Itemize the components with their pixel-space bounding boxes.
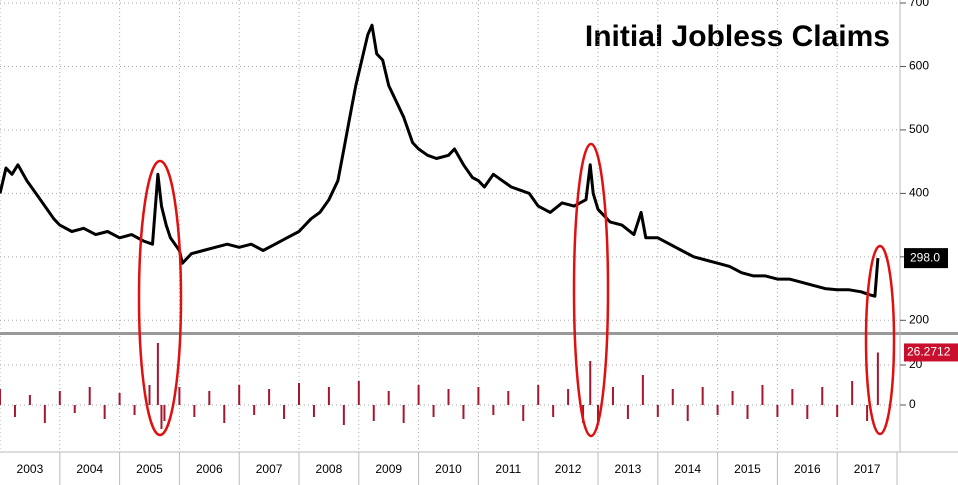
y-tick-label: 0 xyxy=(909,397,916,411)
bar xyxy=(522,405,525,421)
bar xyxy=(73,405,76,413)
value-label: 298.0 xyxy=(910,250,940,264)
value-label-box xyxy=(904,343,958,362)
bar xyxy=(357,381,360,405)
bar xyxy=(43,405,46,423)
bar xyxy=(776,405,779,417)
panel-separator xyxy=(0,332,958,335)
y-tick-label: 700 xyxy=(909,0,929,9)
bar xyxy=(537,385,540,405)
bar xyxy=(156,343,159,405)
bar xyxy=(88,387,91,405)
y-tick-label: 500 xyxy=(909,122,929,136)
bar xyxy=(283,405,286,419)
bar xyxy=(462,405,465,419)
bar xyxy=(701,387,704,405)
bar xyxy=(552,405,555,417)
bar xyxy=(791,389,794,405)
bar xyxy=(163,405,166,421)
bar xyxy=(731,391,734,405)
bar xyxy=(447,389,450,405)
bar xyxy=(298,383,301,405)
bar xyxy=(253,405,256,415)
x-tick-label: 2013 xyxy=(615,462,642,476)
x-tick-label: 2017 xyxy=(854,462,881,476)
chart-title: Initial Jobless Claims xyxy=(585,20,890,53)
bar xyxy=(28,395,31,405)
highlight-ellipse xyxy=(572,142,610,438)
bar xyxy=(327,387,330,405)
bar xyxy=(0,389,1,405)
bar xyxy=(806,405,809,419)
bar xyxy=(836,405,839,417)
bar xyxy=(746,405,749,419)
bar xyxy=(611,387,614,405)
x-tick-label: 2015 xyxy=(734,462,761,476)
line xyxy=(0,23,880,298)
bar xyxy=(13,405,16,417)
bar xyxy=(656,405,659,417)
x-tick-label: 2003 xyxy=(17,462,44,476)
bar xyxy=(223,405,226,423)
bar xyxy=(58,391,61,405)
bar xyxy=(671,389,674,405)
x-tick-label: 2011 xyxy=(495,462,521,476)
bar xyxy=(193,405,196,417)
bar xyxy=(342,405,345,425)
x-tick-label: 2007 xyxy=(256,462,283,476)
bar xyxy=(597,405,600,425)
bar xyxy=(372,405,375,421)
highlight-ellipse xyxy=(137,159,183,437)
bar xyxy=(589,361,592,405)
bar xyxy=(507,391,510,405)
x-tick-label: 2009 xyxy=(375,462,402,476)
bar xyxy=(492,405,495,415)
x-tick-label: 2016 xyxy=(794,462,821,476)
bar xyxy=(103,405,106,419)
bar xyxy=(641,375,644,405)
bar xyxy=(626,405,629,419)
bar xyxy=(432,405,435,417)
bar xyxy=(312,405,315,417)
x-tick-label: 2012 xyxy=(555,462,582,476)
x-tick-label: 2014 xyxy=(674,462,701,476)
bar xyxy=(178,387,181,405)
bar xyxy=(567,389,570,405)
bar xyxy=(477,387,480,405)
y-tick-label: 600 xyxy=(909,59,929,73)
bar xyxy=(761,385,764,405)
bar xyxy=(387,391,390,405)
highlight-ellipse xyxy=(864,244,896,436)
x-tick-label: 2010 xyxy=(435,462,462,476)
bar xyxy=(268,389,271,405)
bar xyxy=(238,385,241,405)
bar xyxy=(716,405,719,415)
bar xyxy=(821,387,824,405)
x-tick-label: 2004 xyxy=(76,462,103,476)
bar xyxy=(118,393,121,405)
bar xyxy=(402,405,405,423)
bar xyxy=(208,391,211,405)
bar xyxy=(851,381,854,405)
bar xyxy=(866,405,869,421)
bar xyxy=(160,405,163,429)
x-tick-label: 2006 xyxy=(196,462,223,476)
y-tick-label: 400 xyxy=(909,186,929,200)
bar xyxy=(876,352,879,405)
bar xyxy=(133,405,136,415)
y-tick-label: 200 xyxy=(909,312,929,326)
value-label-box xyxy=(904,248,948,269)
x-tick-label: 2005 xyxy=(136,462,163,476)
bar xyxy=(686,405,689,421)
bar xyxy=(417,385,420,405)
value-label: 26.2712 xyxy=(907,345,951,359)
bar xyxy=(148,385,151,405)
x-tick-label: 2008 xyxy=(316,462,343,476)
